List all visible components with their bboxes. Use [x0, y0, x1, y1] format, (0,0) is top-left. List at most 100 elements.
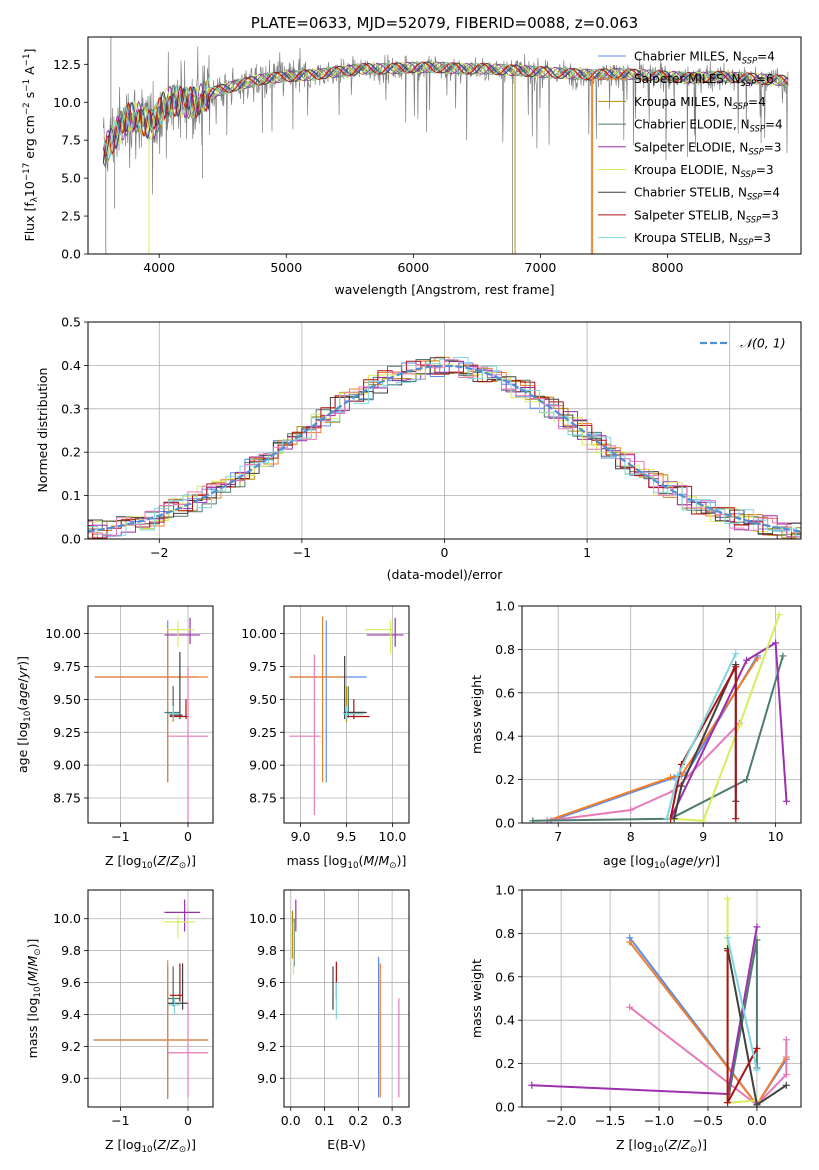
- frame: [283, 889, 410, 1108]
- y-tick-label: 9.75: [249, 659, 277, 674]
- label-part: )]: [697, 1137, 707, 1152]
- label-part: 10: [141, 1145, 152, 1155]
- y-tick-label: 2.5: [61, 209, 81, 224]
- x-axis-label: (data-model)/error: [387, 567, 504, 582]
- label-part: )]: [397, 853, 407, 868]
- axes-age-vs-Z: −1 0 8.75 9.00 9.25 9.50 9.75 10.00: [45, 605, 214, 844]
- frame: [87, 36, 802, 255]
- label-part: Salpeter MILES, N: [634, 72, 741, 86]
- plot-area: [93, 899, 209, 1100]
- label-part: SSP: [741, 78, 757, 88]
- y-tick-label: 9.2: [257, 1039, 277, 1054]
- label-part: ⊙: [179, 861, 186, 871]
- label-part: /: [166, 853, 171, 868]
- y-tick-label: 0.0: [495, 816, 515, 831]
- label-part: Kroupa ELODIE, N: [634, 163, 741, 177]
- label-part: Z: [157, 1137, 167, 1152]
- label-part: /: [677, 1137, 682, 1152]
- label-part: Salpeter STELIB, N: [634, 208, 746, 222]
- y-tick-label: 9.8: [61, 943, 81, 958]
- label-part: −2: [22, 102, 32, 115]
- y-tick-label: 9.6: [61, 975, 81, 990]
- label-part: Z [log: [105, 853, 141, 868]
- ticks: 7 8 9 10 0.0 0.2 0.4 0.6 0.8 1.0: [495, 599, 784, 845]
- legend-label: Salpeter STELIB, NSSP=3: [634, 208, 779, 224]
- model-line: [102, 61, 789, 165]
- weight-line: [550, 655, 759, 822]
- label-part: )]: [186, 1137, 196, 1152]
- y-tick-label: 0.0: [61, 532, 81, 547]
- y-axis-label: Flux [fλ10−17 erg cm−2 s−1 A−1]: [22, 49, 40, 242]
- label-part: 10: [141, 861, 152, 871]
- x-tick-label: 8: [627, 829, 635, 844]
- label-part: yr: [697, 853, 711, 868]
- y-tick-label: 10.0: [53, 95, 81, 110]
- gridlines: [522, 889, 801, 1108]
- frame: [87, 889, 214, 1108]
- y-tick-label: 0.4: [61, 358, 81, 373]
- label-part: Salpeter ELODIE, N: [634, 140, 748, 154]
- x-tick-label: 7: [554, 829, 562, 844]
- label-part: =6: [756, 72, 774, 86]
- weight-line: [531, 926, 758, 1095]
- label-part: Z: [668, 1137, 678, 1152]
- axes-age-vs-mass: 9.0 9.5 10.0 8.75 9.00 9.25 9.50 9.75 10.00: [241, 605, 410, 844]
- label-part: SSP: [750, 124, 766, 134]
- label-part: Chabrier ELODIE, N: [634, 118, 750, 132]
- y-tick-label: 5.0: [61, 171, 81, 186]
- label-part: Chabrier MILES, N: [634, 50, 742, 64]
- y-tick-label: 0.3: [61, 401, 81, 416]
- label-part: ⊙: [179, 1145, 186, 1155]
- axes-mass-vs-ebv: 0.0 0.1 0.2 0.3 9.0 9.2 9.4 9.6 9.8 10.0: [249, 889, 410, 1128]
- axes-frame: [87, 36, 802, 255]
- axes-frame: [87, 889, 214, 1108]
- y-axis-label: mass weight: [469, 675, 484, 754]
- ticks: 9.0 9.5 10.0 8.75 9.00 9.25 9.50 9.75 10.00: [241, 626, 406, 844]
- y-tick-label: 8.75: [53, 791, 81, 806]
- plot-area: [94, 617, 209, 823]
- label-part: =4: [765, 118, 783, 132]
- axes-weight-vs-age: 7 8 9 10 0.0 0.2 0.4 0.6 0.8 1.0: [495, 599, 802, 845]
- label-part: −1: [22, 79, 32, 92]
- model-line: [102, 61, 789, 150]
- label-part: M: [25, 956, 40, 967]
- axes-spectrum: 4000 5000 6000 7000 8000 0.0 2.5 5.0 7.5 10.0 12.5: [53, 36, 802, 275]
- x-tick-label: 5000: [270, 260, 302, 275]
- plot-area: [102, 37, 789, 254]
- label-part: (: [25, 982, 40, 987]
- x-axis-label: E(B-V): [327, 1137, 366, 1152]
- x-axis-label: mass [log10(M/M⊙)]: [287, 853, 407, 871]
- y-tick-label: 0.1: [61, 488, 81, 503]
- y-axis-label: Normed distribution: [35, 368, 50, 493]
- x-tick-label: 9.5: [337, 829, 357, 844]
- y-tick-label: 0.4: [495, 729, 515, 744]
- label-part: M: [378, 853, 389, 868]
- x-tick-label: 0.1: [315, 1113, 335, 1128]
- axes-mass-vs-Z: −1 0 9.0 9.2 9.4 9.6 9.8 10.0: [53, 889, 214, 1128]
- y-tick-label: 0.4: [495, 1013, 515, 1028]
- y-tick-label: 9.75: [53, 659, 81, 674]
- label-part: /: [166, 1137, 171, 1152]
- legend-label: Chabrier ELODIE, NSSP=4: [634, 118, 783, 134]
- x-tick-label: 2: [726, 545, 734, 560]
- label-part: yr: [15, 665, 30, 679]
- label-part: Z: [157, 853, 167, 868]
- gridlines: [88, 606, 213, 823]
- legend-label: Chabrier STELIB, NSSP=4: [634, 186, 780, 202]
- label-part: age [log: [603, 853, 654, 868]
- label-part: −17: [22, 163, 32, 181]
- weight-line: [532, 655, 784, 822]
- y-tick-label: 0.0: [61, 247, 81, 262]
- label-part: Z [log: [105, 1137, 141, 1152]
- label-part: ⊙: [389, 861, 396, 871]
- ticks: −2 −1 0 1 2 0.0 0.1 0.2 0.3 0.4 0.5: [61, 315, 734, 561]
- x-tick-label: −2: [150, 545, 168, 560]
- label-part: mass [log: [25, 998, 40, 1059]
- frame: [87, 605, 214, 824]
- label-part: E(B-V): [327, 1137, 366, 1152]
- x-tick-label: 0.3: [382, 1113, 402, 1128]
- x-tick-label: 0.0: [281, 1113, 301, 1128]
- x-tick-label: 4000: [143, 260, 175, 275]
- x-axis-label: Z [log10(Z/Z⊙)]: [616, 1137, 707, 1155]
- label-part: =4: [762, 186, 780, 200]
